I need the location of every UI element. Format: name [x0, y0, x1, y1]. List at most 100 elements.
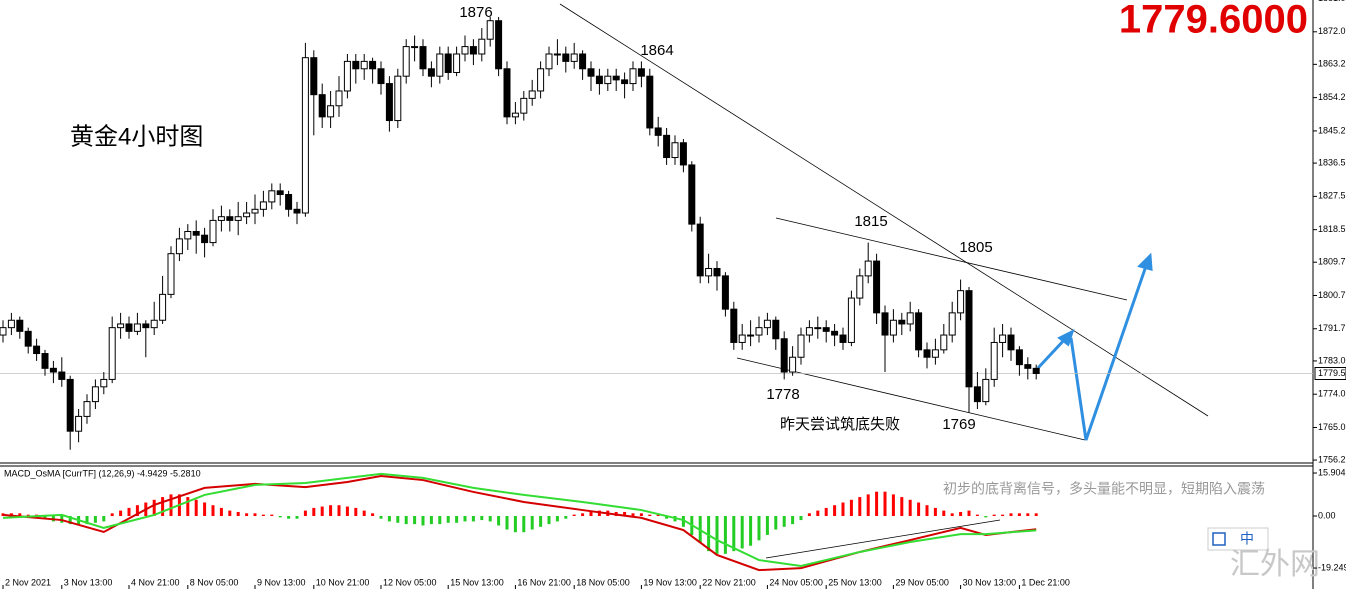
- candle-body: [150, 319, 158, 329]
- candle-body: [478, 38, 486, 55]
- histogram-bar: [648, 514, 652, 517]
- candle-body: [839, 334, 847, 343]
- histogram-bar: [623, 511, 627, 517]
- candle-body: [335, 90, 343, 107]
- x-tick-label: 4 Nov 21:00: [131, 577, 180, 587]
- candle-body: [1032, 367, 1040, 375]
- histogram-bar: [522, 516, 526, 533]
- histogram-bar: [765, 516, 769, 535]
- histogram-bar: [1034, 513, 1038, 517]
- histogram-bar: [186, 497, 190, 517]
- candle-body: [436, 53, 444, 77]
- x-tick-label: 29 Nov 05:00: [895, 577, 949, 587]
- candle-body: [881, 312, 889, 336]
- axis-price-label: 1779.5: [1318, 368, 1346, 378]
- comment: 初步的底背离信号，多头量能不明显，短期陷入震荡: [943, 481, 1265, 497]
- histogram-bar: [900, 497, 904, 517]
- annotation: 1805: [959, 239, 992, 256]
- last-price-label: 1779.6000: [1119, 0, 1308, 42]
- candle-body: [108, 327, 116, 380]
- candle-body: [453, 53, 461, 73]
- histogram-bar: [681, 516, 685, 527]
- histogram-bar: [849, 499, 853, 517]
- candle-body: [167, 253, 175, 295]
- candle-body: [738, 334, 746, 343]
- candle-body: [377, 68, 385, 85]
- histogram-bar: [219, 507, 223, 517]
- trend-line: [775, 217, 1128, 301]
- x-tick-label: 25 Nov 13:00: [828, 577, 882, 587]
- histogram-bar: [530, 516, 534, 530]
- histogram-bar: [539, 516, 543, 527]
- x-tick-label: 18 Nov 05:00: [576, 577, 630, 587]
- candle-body: [940, 334, 948, 351]
- candle-body: [990, 341, 998, 380]
- candle-body: [385, 83, 393, 122]
- y-tick-label: 1872.0: [1318, 26, 1346, 36]
- histogram-bar: [261, 514, 265, 517]
- candle-body: [847, 297, 855, 343]
- candle-body: [789, 356, 797, 373]
- histogram-bar: [1017, 513, 1021, 517]
- histogram-bar: [203, 502, 207, 517]
- histogram-bar: [228, 510, 232, 517]
- histogram-bar: [480, 516, 484, 521]
- x-tick-label: 1 Dec 21:00: [1021, 577, 1070, 587]
- histogram-bar: [589, 511, 593, 517]
- histogram-bar: [345, 506, 349, 517]
- candle-body: [923, 349, 931, 358]
- candle-body: [747, 334, 755, 337]
- y-tick-label: 1783.0: [1318, 355, 1346, 365]
- arrowhead: [1137, 252, 1153, 272]
- histogram-bar: [354, 507, 358, 517]
- candle-body: [595, 75, 603, 85]
- candle-body: [33, 345, 41, 355]
- toolbar-label[interactable]: 中: [1240, 531, 1254, 547]
- candle-body: [915, 312, 923, 351]
- x-tick-label: 24 Nov 05:00: [769, 577, 823, 587]
- candle-body: [394, 75, 402, 122]
- histogram-bar: [1, 513, 5, 517]
- histogram-bar: [833, 505, 837, 517]
- candle-body: [192, 231, 200, 236]
- histogram-bar: [749, 516, 753, 546]
- histogram-bar: [1026, 513, 1030, 517]
- histogram-bar: [715, 516, 719, 554]
- x-tick-label: 22 Nov 21:00: [702, 577, 756, 587]
- candle-body: [217, 216, 225, 221]
- y-tick-label: 1836.5: [1318, 157, 1346, 167]
- histogram-bar: [547, 516, 551, 525]
- candle-body: [621, 79, 629, 85]
- candle-body: [730, 308, 738, 343]
- candle-body: [528, 90, 536, 99]
- candle-body: [1015, 349, 1023, 366]
- indicator-line: [2, 472, 1037, 568]
- candle-body: [982, 378, 990, 403]
- histogram-bar: [110, 513, 114, 517]
- candle-body: [469, 46, 477, 55]
- x-tick-label: 3 Nov 13:00: [64, 577, 113, 587]
- arrow: [1036, 336, 1068, 370]
- candle-body: [142, 323, 150, 329]
- histogram-bar: [68, 516, 72, 525]
- arrowhead: [1057, 329, 1075, 347]
- candle-body: [301, 57, 309, 214]
- trend-line: [559, 3, 1209, 417]
- candle-body: [562, 53, 570, 62]
- forecast-arrows: [1036, 252, 1153, 441]
- candle-body: [612, 75, 620, 81]
- histogram-bar: [194, 499, 198, 517]
- toolbar-icon[interactable]: [1212, 532, 1226, 546]
- candle-body: [327, 105, 335, 118]
- divergence-line: [765, 519, 1001, 559]
- candle-body: [856, 275, 864, 299]
- histogram-bar: [295, 516, 299, 519]
- candle-body: [360, 60, 368, 70]
- histogram-bar: [287, 516, 291, 519]
- histogram-bar: [312, 507, 316, 517]
- axis-price-box: [1314, 367, 1346, 381]
- candle-body: [511, 112, 519, 118]
- histogram-bar: [505, 516, 509, 530]
